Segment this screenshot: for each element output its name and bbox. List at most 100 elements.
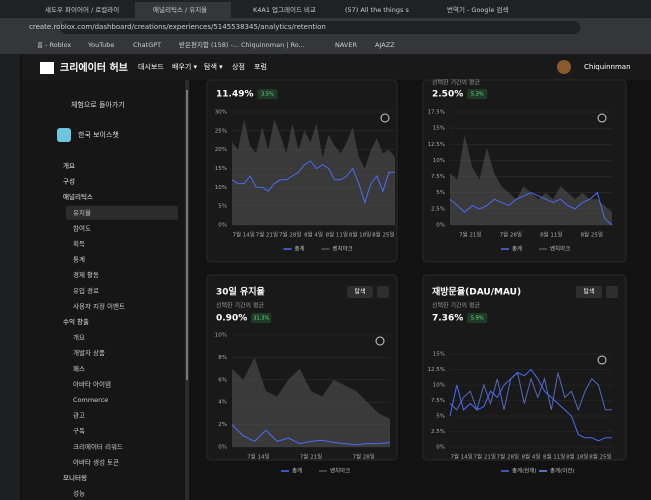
explore-label[interactable]: 탐색 — [354, 288, 365, 296]
sidebar-item[interactable]: 참여도 — [73, 223, 91, 232]
download-btn[interactable] — [606, 286, 618, 298]
legend-label: 벤치마크 — [330, 467, 350, 475]
x-tick-label: 7월 14일 — [450, 453, 472, 461]
panel-title: 재방문율(DAU/MAU) — [432, 286, 521, 298]
sidebar-item[interactable]: 수익 창출 — [63, 317, 89, 326]
bookmark[interactable]: 받은편지함 (158) -... — [179, 40, 239, 49]
avatar[interactable] — [557, 60, 571, 74]
logo-icon — [40, 62, 54, 74]
sidebar-item[interactable]: 모니터링 — [63, 473, 87, 482]
address-box[interactable] — [60, 21, 580, 34]
explore-btn[interactable] — [576, 286, 602, 298]
sidebar-item[interactable]: 성능 — [73, 489, 85, 498]
y-tick-label: 2% — [218, 422, 227, 428]
tab[interactable]: 번역기 - Google 검색 — [447, 5, 508, 14]
delta-badge — [257, 89, 278, 99]
sidebar-item[interactable]: 통계 — [73, 255, 85, 264]
sidebar-item[interactable]: 획득 — [73, 239, 85, 248]
x-tick-label: 8월 18일 — [349, 231, 371, 239]
series-line — [449, 368, 612, 442]
panel-subtitle: 선택한 기간의 평균 — [432, 302, 480, 310]
explore-label[interactable]: 탐색 — [583, 288, 594, 296]
series-line — [449, 191, 613, 226]
bookmark[interactable]: 홈 - Roblox — [37, 40, 71, 49]
sidebar-item[interactable]: 구성 — [63, 177, 75, 186]
sidebar-item[interactable]: 애널리틱스 — [63, 192, 93, 201]
x-tick-label: 7월 21일 — [459, 231, 481, 239]
download-btn[interactable] — [377, 286, 389, 298]
bookmark[interactable]: Chiquinnman | Ro... — [241, 41, 305, 49]
sidebar-item[interactable]: Commerce — [73, 396, 108, 404]
legend-label: 총계 — [292, 467, 302, 475]
sidebar-item[interactable]: 경제 활동 — [73, 270, 99, 279]
tab[interactable]: 섀도우 파이어어 / 로컬라이 — [45, 5, 119, 14]
tab[interactable]: 애널리틱스 / 유지율 — [153, 5, 207, 14]
y-tick-label: 0% — [218, 445, 227, 451]
sidebar-item[interactable]: 광고 — [73, 412, 85, 420]
info-icon[interactable] — [597, 355, 607, 365]
nav-link[interactable]: 대시보드 — [138, 63, 164, 71]
x-tick-label: 7월 28일 — [352, 453, 374, 461]
y-tick-label: 15% — [215, 166, 227, 172]
delta: 3.5% — [261, 92, 274, 98]
nav-link[interactable]: 포럼 — [254, 63, 267, 71]
explore-btn[interactable] — [347, 286, 373, 298]
sidebar-item[interactable]: 패스 — [73, 364, 85, 373]
info-icon[interactable] — [380, 113, 390, 123]
bookmark[interactable]: YouTube — [87, 41, 114, 49]
y-tick-label: 10% — [215, 333, 227, 339]
sidebar-item[interactable]: 아바타 생성 토큰 — [73, 457, 119, 466]
info-icon[interactable] — [375, 336, 385, 346]
info-icon[interactable] — [597, 113, 607, 123]
sidebar-item[interactable]: 개요 — [73, 333, 85, 342]
panel-value: 7.36% — [432, 314, 463, 324]
legend-label: 총계(이전) — [550, 467, 575, 475]
delta: 31.3% — [253, 316, 269, 322]
bookmark-bar — [0, 36, 651, 54]
x-tick-label: 8월 11일 — [543, 453, 565, 461]
tab[interactable]: (57) All the things s — [345, 6, 409, 14]
exp-name: 한국 보이스챗 — [78, 130, 119, 139]
panel-subtitle: 선택한 기간의 평균 — [432, 79, 480, 87]
y-tick-label: 10% — [433, 383, 445, 389]
y-tick-label: 0% — [436, 445, 445, 451]
y-tick-label: 2.5% — [431, 206, 445, 212]
user-name[interactable]: Chiquinnman — [584, 63, 631, 71]
bookmark[interactable]: AJAZZ — [375, 41, 395, 49]
y-tick-label: 0% — [436, 223, 445, 229]
logo-text: 크리에이터 허브 — [60, 61, 128, 74]
nav-link[interactable]: 배우기 ▾ — [172, 62, 198, 71]
y-tick-label: 5% — [436, 414, 445, 420]
nav-link[interactable]: 탐색 ▾ — [204, 62, 223, 71]
x-tick-label: 8월 4일 — [304, 231, 323, 239]
legend-label: 총계 — [512, 245, 522, 253]
x-tick-label: 8월 11일 — [326, 231, 348, 239]
sidebar-item[interactable]: 아바타 아이템 — [73, 379, 111, 388]
benchmark-area — [232, 119, 395, 225]
x-tick-label: 8월 25일 — [581, 231, 603, 239]
sidebar-item[interactable]: 유입 경로 — [73, 286, 99, 295]
x-tick-label: 7월 28일 — [279, 231, 301, 239]
sidebar-item[interactable]: 사용자 지정 이벤트 — [73, 301, 125, 310]
x-tick-label: 8월 25일 — [372, 231, 394, 239]
sidebar-item[interactable]: 크리에이터 리워드 — [73, 442, 123, 451]
app-header — [22, 54, 651, 80]
bookmark[interactable]: NAVER — [335, 41, 357, 49]
y-tick-label: 8% — [218, 355, 227, 361]
panel-value: 2.50% — [432, 90, 463, 100]
y-tick-label: 15% — [433, 126, 445, 132]
back-link[interactable]: 체험으로 돌아가기 — [71, 100, 125, 109]
bookmark[interactable]: ChatGPT — [133, 41, 161, 49]
nav-link[interactable]: 상점 — [232, 62, 245, 71]
exp-icon — [57, 128, 71, 142]
panel-value: 0.90% — [216, 314, 247, 324]
sidebar-item[interactable]: 개요 — [63, 161, 75, 170]
delta: 5.9% — [471, 316, 484, 322]
legend-label: 벤치마크 — [333, 245, 353, 253]
sidebar-item[interactable]: 유지율 — [73, 208, 91, 217]
sidebar-item[interactable]: 구독 — [73, 427, 85, 435]
y-tick-label: 6% — [218, 377, 227, 383]
sidebar-item[interactable]: 개발자 상품 — [73, 348, 105, 357]
tab[interactable]: K4A1 업그레이드 비교 — [253, 5, 316, 14]
